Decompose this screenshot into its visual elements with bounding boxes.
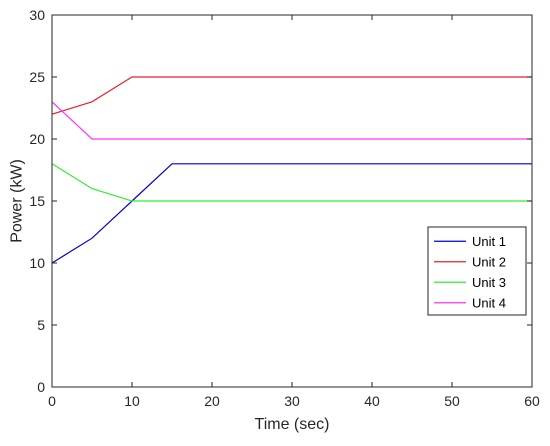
y-axis-title: Power (kW) [9,159,26,243]
x-axis-title: Time (sec) [255,416,330,433]
legend-label: Unit 3 [472,275,506,290]
y-tick-label: 20 [29,131,45,147]
series-line-2 [51,76,532,115]
legend-label: Unit 4 [472,295,506,310]
y-tick-label: 5 [37,317,45,333]
series-line-3 [51,163,532,202]
y-tick-label: 10 [29,255,45,271]
legend-label: Unit 2 [472,254,506,269]
x-tick-label: 20 [204,393,220,409]
y-tick-label: 25 [29,69,45,85]
x-tick-label: 10 [124,393,140,409]
x-tick-label: 30 [284,393,300,409]
series-layer [51,76,532,264]
x-tick-label: 0 [48,393,56,409]
y-tick-label: 30 [29,7,45,23]
x-tick-label: 50 [444,393,460,409]
series-line-4 [51,101,532,140]
y-tick-label: 15 [29,193,45,209]
legend: Unit 1 Unit 2 Unit 3 Unit 4 [427,226,527,316]
x-tick-label: 60 [524,393,540,409]
x-tick-label: 40 [364,393,380,409]
axis-ticks: 0 10 20 30 40 50 60 0 5 10 15 20 25 30 [29,7,540,409]
legend-label: Unit 1 [472,234,506,249]
y-tick-label: 0 [37,379,45,395]
